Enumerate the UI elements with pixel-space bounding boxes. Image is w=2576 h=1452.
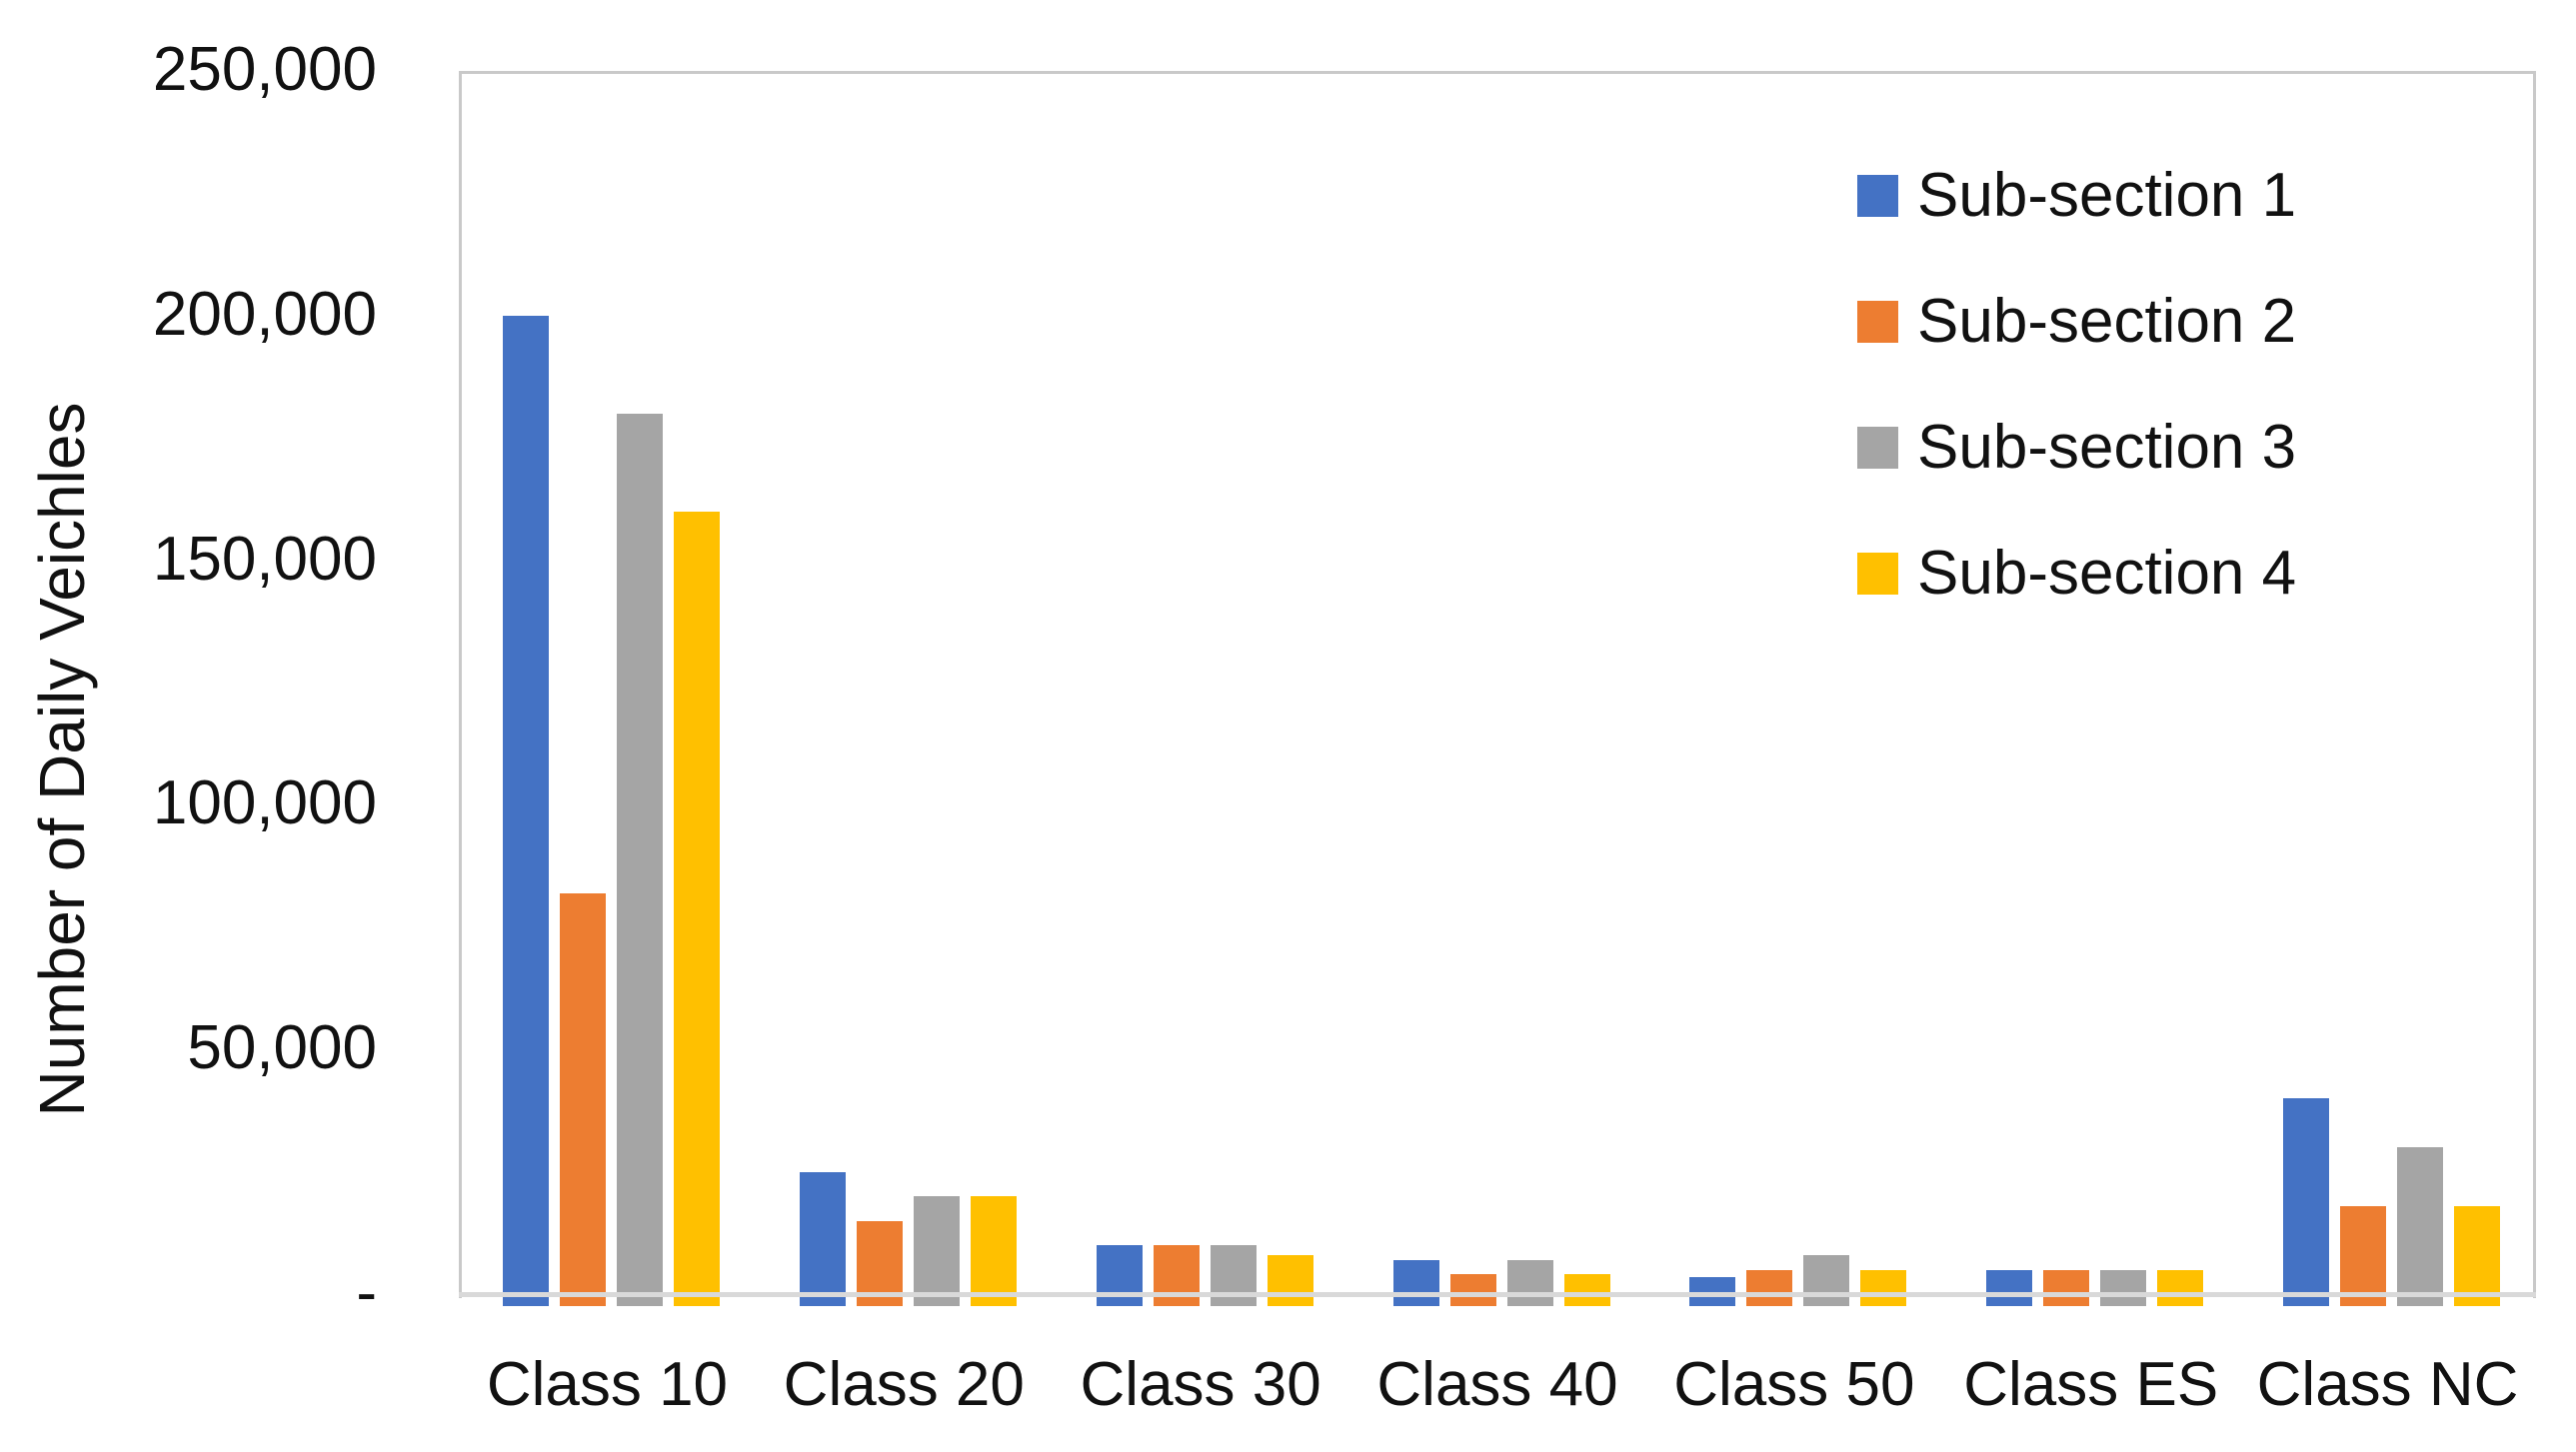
- bar-class-nc-s4: [2454, 1205, 2501, 1306]
- bar-class-nc-s3: [2397, 1147, 2444, 1306]
- y-tick-label: 150,000: [152, 524, 377, 594]
- legend-item-1: Sub-section 1: [1857, 165, 2296, 227]
- y-tick-label: 250,000: [152, 34, 377, 104]
- legend-swatch-icon: [1857, 553, 1898, 595]
- y-tick-label: 200,000: [152, 279, 377, 349]
- x-category-label: Class NC: [2256, 1350, 2519, 1419]
- bar-class-es-s4: [2157, 1269, 2204, 1306]
- bar-class-10-s3: [617, 413, 663, 1306]
- bar-class-20-s1: [799, 1171, 846, 1306]
- bar-class-30-s4: [1267, 1254, 1313, 1306]
- bar-class-40-s3: [1506, 1259, 1553, 1306]
- bar-class-40-s4: [1563, 1274, 1610, 1306]
- y-axis-title: Number of Daily Veichles: [26, 402, 98, 1117]
- bar-class-10-s1: [503, 315, 549, 1306]
- bar-class-20-s3: [913, 1196, 960, 1306]
- x-category-label: Class 10: [486, 1350, 729, 1419]
- bar-class-20-s2: [856, 1220, 903, 1306]
- bar-class-es-s3: [2100, 1269, 2147, 1306]
- bar-class-es-s1: [1986, 1269, 2033, 1306]
- legend-swatch-icon: [1857, 175, 1898, 217]
- y-tick-label: 50,000: [187, 1012, 377, 1082]
- bar-class-50-s3: [1803, 1254, 1850, 1306]
- legend-label: Sub-section 3: [1917, 413, 2297, 482]
- bar-class-50-s2: [1746, 1269, 1793, 1306]
- bar-class-40-s2: [1449, 1274, 1496, 1306]
- x-axis-line: [459, 1292, 2536, 1297]
- legend-item-3: Sub-section 3: [1857, 417, 2296, 479]
- bar-class-nc-s1: [2283, 1098, 2330, 1306]
- bar-class-nc-s2: [2340, 1205, 2387, 1306]
- bar-class-10-s4: [674, 511, 720, 1306]
- legend-item-2: Sub-section 2: [1857, 291, 2296, 353]
- bar-class-50-s1: [1689, 1276, 1736, 1306]
- legend-swatch-icon: [1857, 301, 1898, 343]
- legend-label: Sub-section 4: [1917, 539, 2297, 608]
- bar-class-40-s1: [1392, 1259, 1439, 1306]
- x-category-label: Class 50: [1673, 1350, 1915, 1419]
- x-category-label: Class 30: [1080, 1350, 1321, 1419]
- legend-swatch-icon: [1857, 427, 1898, 469]
- bar-class-10-s2: [560, 892, 606, 1306]
- y-tick-label: -: [356, 1257, 377, 1327]
- bar-class-es-s2: [2043, 1269, 2090, 1306]
- legend-label: Sub-section 1: [1917, 161, 2297, 230]
- legend-item-4: Sub-section 4: [1857, 543, 2296, 605]
- x-category-label: Class 40: [1376, 1350, 1618, 1419]
- x-category-label: Class 20: [783, 1350, 1025, 1419]
- legend-label: Sub-section 2: [1917, 287, 2297, 356]
- x-category-label: Class ES: [1963, 1350, 2219, 1419]
- bar-class-20-s4: [970, 1196, 1017, 1306]
- bar-class-50-s4: [1860, 1269, 1907, 1306]
- y-tick-label: 100,000: [152, 768, 377, 838]
- plot-area-border: [459, 71, 2536, 1298]
